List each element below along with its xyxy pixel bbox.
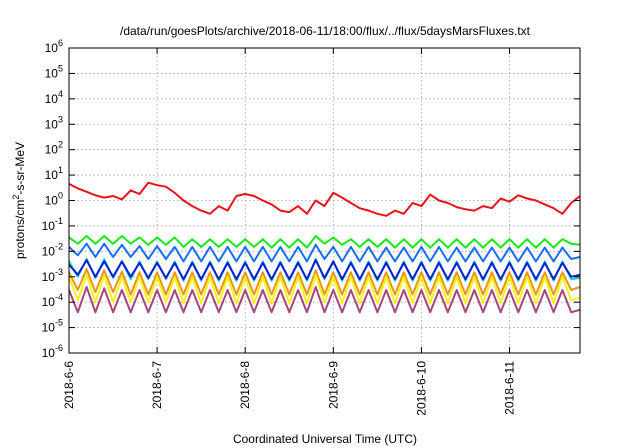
y-tick-exp: -4	[55, 292, 63, 302]
y-tick-label: 101	[45, 165, 63, 182]
y-tick-exp: 3	[58, 114, 63, 124]
series-line-6	[68, 268, 581, 296]
x-tick-label: 2018-6-11	[503, 361, 517, 415]
y-tick-exp: -5	[55, 318, 63, 328]
series-line-8	[68, 285, 581, 314]
y-tick-base: 10	[42, 295, 56, 309]
y-tick-base: 10	[45, 143, 59, 157]
x-tick-label: 2018-6-8	[238, 361, 252, 409]
y-axis-label: protons/cm2-s-sr-MeV	[11, 142, 27, 259]
x-tick-label: 2018-6-10	[414, 361, 428, 416]
y-tick-base: 10	[42, 346, 56, 360]
y-tick-label: 10-6	[42, 343, 63, 360]
y-tick-exp: 1	[58, 165, 63, 175]
x-axis-ticks: 2018-6-6 2018-6-7 2018-6-8 2018-6-9 2018-6-1…	[62, 48, 517, 416]
y-tick-exp: -2	[55, 241, 63, 251]
series-line-1	[68, 181, 581, 217]
x-tick-label: 2018-6-7	[150, 361, 164, 409]
y-tick-label: 10-5	[42, 318, 63, 335]
y-tick-base: 10	[45, 117, 59, 131]
y-tick-exp: -1	[55, 216, 63, 226]
y-tick-base: 10	[45, 92, 59, 106]
y-tick-label: 10-3	[42, 267, 63, 284]
y-tick-label: 104	[45, 89, 63, 106]
y-tick-base: 10	[42, 270, 56, 284]
y-tick-label: 102	[45, 140, 63, 157]
y-tick-exp: 0	[58, 191, 63, 201]
series-group	[68, 181, 581, 314]
y-tick-exp: -6	[55, 343, 63, 353]
y-tick-base: 10	[45, 41, 59, 55]
y-tick-exp: 6	[58, 38, 63, 48]
y-tick-exp: 2	[58, 140, 63, 150]
y-label-rest: -s-sr-MeV	[13, 142, 27, 195]
y-tick-label: 10-4	[42, 292, 63, 309]
y-tick-base: 10	[45, 194, 59, 208]
y-tick-base: 10	[45, 168, 59, 182]
y-tick-label: 103	[45, 114, 63, 131]
y-tick-exp: 4	[58, 89, 63, 99]
y-tick-label: 105	[45, 63, 63, 80]
y-label-sup: 2	[11, 195, 21, 200]
y-tick-label: 106	[45, 38, 63, 55]
x-tick-label: 2018-6-9	[326, 361, 340, 409]
series-line-7	[68, 273, 581, 305]
series-line-2	[68, 235, 581, 249]
y-tick-label: 100	[45, 191, 63, 208]
y-tick-base: 10	[42, 321, 56, 335]
y-label-base: protons/cm	[13, 200, 27, 259]
y-tick-label: 10-1	[42, 216, 63, 233]
x-tick-label: 2018-6-6	[62, 361, 76, 409]
x-axis-label: Coordinated Universal Time (UTC)	[233, 432, 417, 446]
y-axis-ticks: 10-610-510-410-310-210-11001011021031041…	[42, 38, 580, 360]
y-tick-label: 10-2	[42, 241, 63, 258]
series-line-3	[68, 242, 581, 263]
y-tick-base: 10	[45, 66, 59, 80]
chart-title: /data/run/goesPlots/archive/2018-06-11/1…	[120, 24, 531, 38]
y-tick-exp: 5	[58, 63, 63, 73]
y-tick-base: 10	[42, 219, 56, 233]
series-line-5	[68, 259, 581, 281]
y-tick-base: 10	[42, 244, 56, 258]
y-tick-exp: -3	[55, 267, 63, 277]
